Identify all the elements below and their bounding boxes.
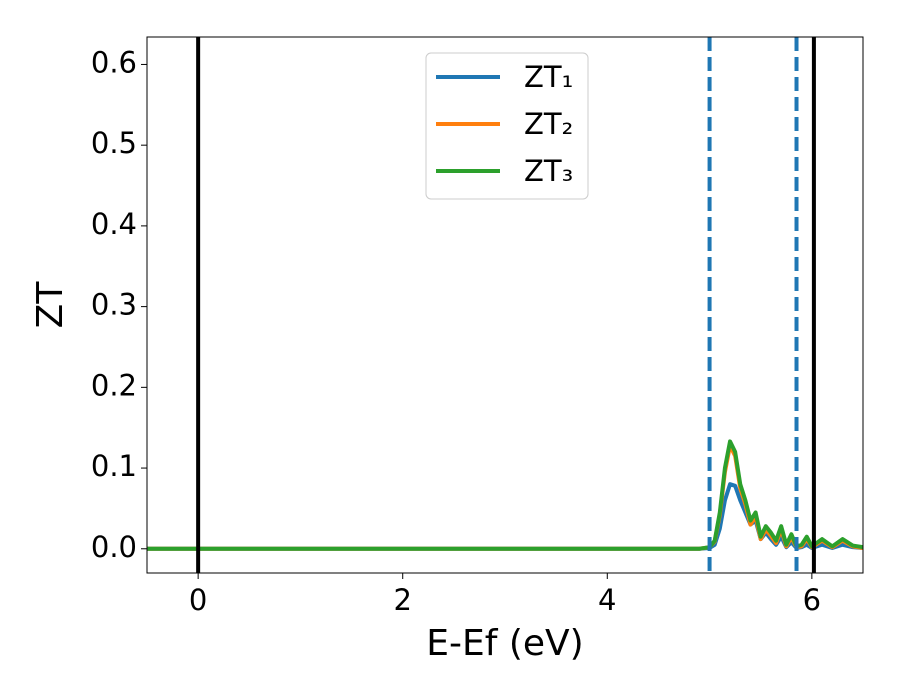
y-tick-label: 0.1 <box>91 449 137 483</box>
legend-label: ZT₁ <box>524 60 573 94</box>
y-axis-label: ZT <box>30 281 71 329</box>
y-tick-label: 0.6 <box>91 45 137 79</box>
y-tick-label: 0.3 <box>91 288 137 322</box>
legend-label: ZT₃ <box>524 154 573 188</box>
legend-label: ZT₂ <box>524 107 573 141</box>
x-axis-label: E-Ef (eV) <box>426 623 583 664</box>
y-tick-label: 0.4 <box>91 207 137 241</box>
x-tick-label: 6 <box>803 583 821 617</box>
y-tick-label: 0.0 <box>91 530 137 564</box>
series-line <box>147 439 863 551</box>
y-tick-label: 0.5 <box>91 126 137 160</box>
plot-area <box>147 37 863 573</box>
x-tick-label: 2 <box>393 583 411 617</box>
x-tick-label: 4 <box>598 583 616 617</box>
legend-box <box>425 52 589 200</box>
y-tick-label: 0.2 <box>91 368 137 402</box>
series-line <box>147 482 863 551</box>
x-tick-label: 0 <box>189 583 207 617</box>
plot-frame <box>146 36 864 574</box>
